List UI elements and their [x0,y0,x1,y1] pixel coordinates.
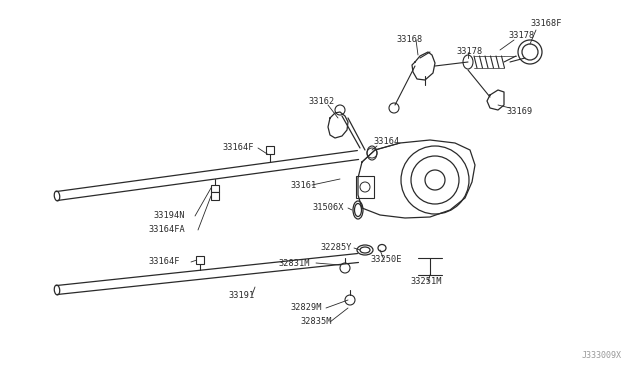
Text: 33162: 33162 [308,97,334,106]
Bar [356,176,374,198]
Text: 33178: 33178 [508,32,534,41]
Text: 32831M: 32831M [278,259,310,267]
Bar [266,147,274,154]
Text: 33161: 33161 [290,180,316,189]
Text: J333009X: J333009X [582,351,622,360]
Text: 33164FA: 33164FA [148,225,185,234]
Text: 33250E: 33250E [370,256,401,264]
Text: 33169: 33169 [506,108,532,116]
Bar [211,192,219,200]
Text: 33251M: 33251M [410,278,442,286]
Text: 33178: 33178 [456,48,483,57]
Text: 33168: 33168 [396,35,422,45]
Text: 33194N: 33194N [153,212,184,221]
Bar [196,256,204,264]
Text: 33191: 33191 [228,291,254,299]
Bar [211,185,219,192]
Text: 33164: 33164 [373,138,399,147]
Text: 33164F: 33164F [148,257,179,266]
Text: 32835M: 32835M [300,317,332,327]
Text: 31506X: 31506X [312,203,344,212]
Text: 32829M: 32829M [290,304,321,312]
Text: 32285Y: 32285Y [320,244,351,253]
Text: 33164F: 33164F [222,144,253,153]
Text: 33168F: 33168F [530,19,561,29]
